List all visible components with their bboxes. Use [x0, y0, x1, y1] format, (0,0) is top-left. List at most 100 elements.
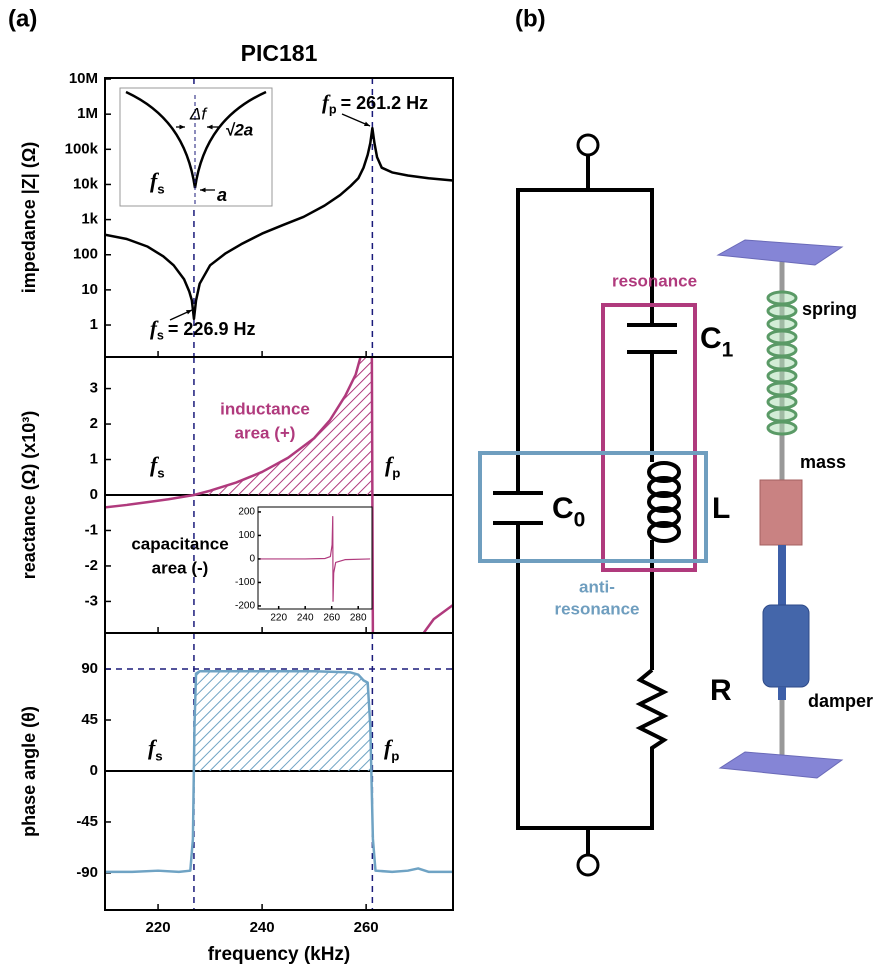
x-tick-label: 220 [146, 919, 171, 936]
spring-coil [766, 355, 798, 371]
anti-resonance-box [478, 451, 708, 563]
y-tick-label: 100 [238, 530, 255, 541]
symbol: f [385, 453, 395, 477]
x-tick-label: 260 [354, 919, 379, 936]
spring-coil [766, 368, 798, 384]
y-tick-label: 1M [77, 105, 98, 122]
area-label: area (-) [152, 558, 209, 577]
subscript: 1 [722, 338, 734, 361]
annotation: fs [150, 169, 165, 196]
y-axis-label: reactance (Ω) (x10³) [19, 411, 39, 580]
diagram-label: spring [802, 299, 857, 319]
x-tick-label: 280 [350, 613, 367, 624]
spring-coil [766, 381, 798, 397]
spring-coil [766, 316, 798, 332]
label: C [700, 322, 722, 355]
y-tick-label: 100k [65, 140, 99, 157]
inset-label: Δf [189, 104, 208, 123]
y-tick-label: 2 [90, 415, 98, 432]
diagram-label: resonance [554, 599, 639, 618]
area-label: capacitance [131, 534, 228, 553]
label: R [710, 674, 732, 707]
mechanical-model [716, 239, 844, 779]
y-tick-label: 90 [81, 660, 98, 677]
panel-label: (b) [515, 5, 546, 32]
diagram-label: anti- [579, 577, 615, 596]
component-label: R [710, 674, 732, 707]
y-tick-label: -100 [235, 577, 255, 588]
inset-label: √2a [225, 120, 253, 139]
y-tick-label: -45 [76, 813, 98, 830]
subscript: s [155, 748, 162, 763]
y-tick-label: 1 [90, 450, 98, 467]
symbol: f [150, 318, 159, 340]
label: C [552, 492, 574, 525]
y-tick-label: 100 [73, 246, 98, 263]
spring-coil [766, 394, 798, 410]
diagram-label: mass [800, 452, 846, 472]
arrow-head [364, 121, 370, 126]
arrow-head [179, 124, 185, 130]
annotation: fs = 226.9 Hz [150, 318, 255, 343]
spring-coil [766, 407, 798, 423]
y-tick-label: 0 [90, 486, 98, 503]
component-label: C0 [552, 492, 585, 531]
y-axis-label: phase angle (θ) [19, 706, 39, 837]
label: L [712, 492, 730, 525]
x-tick-label: 260 [323, 613, 340, 624]
x-tick-label: 220 [270, 613, 287, 624]
component-label: L [712, 492, 730, 525]
area-label: area (+) [235, 423, 296, 442]
data-line [260, 516, 371, 602]
shaded-area [193, 671, 373, 771]
annotation: fp [385, 453, 400, 480]
component-label: C1 [700, 322, 734, 361]
spring-coil [766, 420, 798, 436]
y-tick-label: 0 [90, 762, 98, 779]
x-tick-label: 240 [250, 919, 275, 936]
area-label: inductance [220, 399, 310, 418]
y-tick-label: 3 [90, 380, 98, 397]
arrow-head [207, 124, 213, 130]
symbol: f [148, 736, 158, 760]
annotation: fp = 261.2 Hz [322, 92, 428, 117]
y-tick-label: 10k [73, 175, 99, 192]
y-tick-label: -200 [235, 601, 255, 612]
label: = 261.2 Hz [341, 93, 429, 113]
x-axis-label: frequency (kHz) [208, 944, 351, 965]
circuit [493, 133, 681, 877]
arrow-head [200, 187, 206, 193]
symbol: f [384, 736, 394, 760]
y-axis-label: impedance |Z| (Ω) [19, 142, 39, 294]
y-tick-label: -1 [85, 521, 98, 538]
annotation: fs [150, 453, 165, 480]
subscript: 0 [574, 508, 586, 531]
y-tick-label: 0 [249, 554, 255, 565]
label: = 226.9 Hz [168, 319, 256, 339]
y-tick-label: 10 [81, 281, 98, 298]
chart-title: PIC181 [241, 40, 318, 66]
y-tick-label: 200 [238, 507, 255, 518]
y-tick-label: 10M [69, 70, 98, 87]
symbol: f [150, 453, 160, 477]
subscript: s [157, 329, 164, 343]
resonance-box [601, 303, 697, 572]
subscript: s [157, 181, 164, 196]
spring-coil [766, 342, 798, 358]
diagram-label: damper [808, 691, 873, 711]
spring-coil [766, 303, 798, 319]
diagram-label: resonance [612, 271, 697, 290]
y-tick-label: 1 [90, 316, 98, 333]
shaded-area [193, 357, 373, 495]
panel-label: (a) [8, 5, 37, 32]
y-tick-label: -90 [76, 864, 98, 881]
y-tick-label: -3 [85, 592, 98, 609]
subscript: p [392, 465, 400, 480]
subscript: p [391, 748, 399, 763]
x-tick-label: 240 [297, 613, 314, 624]
y-tick-label: 45 [81, 711, 98, 728]
data-line [105, 357, 453, 633]
y-tick-label: -2 [85, 557, 98, 574]
y-tick-label: 1k [81, 211, 98, 228]
